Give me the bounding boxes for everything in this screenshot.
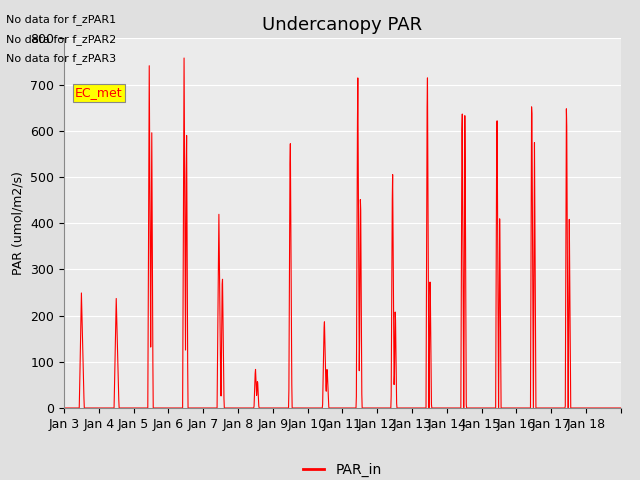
Y-axis label: PAR (umol/m2/s): PAR (umol/m2/s) [12,171,25,275]
Text: EC_met: EC_met [75,86,123,99]
Legend: PAR_in: PAR_in [298,457,387,480]
Text: No data for f_zPAR1: No data for f_zPAR1 [6,14,116,25]
Text: No data for f_zPAR3: No data for f_zPAR3 [6,53,116,64]
Title: Undercanopy PAR: Undercanopy PAR [262,16,422,34]
Text: No data for f_zPAR2: No data for f_zPAR2 [6,34,116,45]
